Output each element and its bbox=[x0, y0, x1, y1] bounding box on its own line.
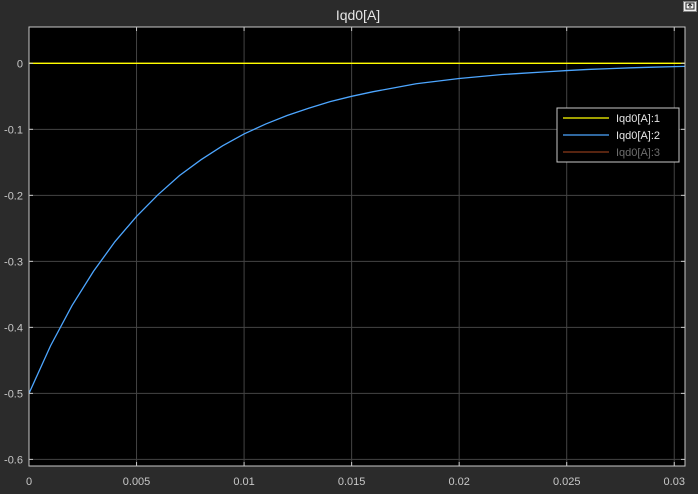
x-tick-label: 0 bbox=[26, 476, 32, 488]
x-axis: 0 0.005 0.01 0.015 0.02 0.025 0.03 bbox=[26, 27, 685, 488]
y-tick-label: -0.3 bbox=[4, 256, 23, 268]
y-tick-label: -0.2 bbox=[4, 190, 23, 202]
plot-area[interactable] bbox=[29, 27, 685, 466]
legend-entry[interactable]: Iqd0[A]:2 bbox=[616, 130, 660, 142]
axes-frame bbox=[28, 26, 686, 467]
series-line-2 bbox=[28, 65, 686, 394]
legend-entry[interactable]: Iqd0[A]:3 bbox=[616, 147, 660, 159]
y-tick-label: 0 bbox=[17, 58, 23, 70]
series-layer bbox=[28, 62, 686, 394]
restore-button[interactable] bbox=[683, 1, 697, 12]
restore-icon bbox=[685, 2, 695, 10]
x-tick-label: 0.01 bbox=[233, 476, 254, 488]
y-axis: 0 -0.1 -0.2 -0.3 -0.4 -0.5 -0.6 bbox=[4, 58, 685, 466]
legend-entry[interactable]: Iqd0[A]:1 bbox=[616, 113, 660, 125]
x-tick-label: 0.03 bbox=[664, 476, 685, 488]
y-tick-label: -0.4 bbox=[4, 322, 23, 334]
plot-title: Iqd0[A] bbox=[336, 7, 380, 23]
y-tick-label: -0.5 bbox=[4, 388, 23, 400]
x-tick-label: 0.02 bbox=[448, 476, 469, 488]
y-tick-label: -0.1 bbox=[4, 124, 23, 136]
y-tick-label: -0.6 bbox=[4, 454, 23, 466]
x-tick-label: 0.025 bbox=[553, 476, 581, 488]
legend[interactable]: Iqd0[A]:1 Iqd0[A]:2 Iqd0[A]:3 bbox=[556, 107, 680, 163]
x-tick-label: 0.005 bbox=[123, 476, 151, 488]
x-tick-label: 0.015 bbox=[338, 476, 366, 488]
